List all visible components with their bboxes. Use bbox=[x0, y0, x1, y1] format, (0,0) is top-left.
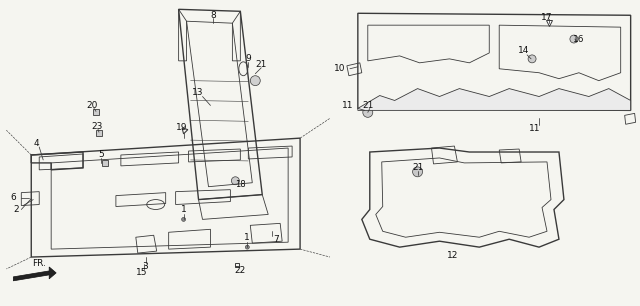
Circle shape bbox=[528, 55, 536, 63]
Text: 10: 10 bbox=[334, 64, 346, 73]
Text: 15: 15 bbox=[136, 268, 148, 278]
Text: 21: 21 bbox=[412, 163, 423, 172]
Text: 21: 21 bbox=[255, 60, 267, 69]
Circle shape bbox=[413, 167, 422, 177]
Text: 11: 11 bbox=[529, 124, 541, 133]
Text: FR.: FR. bbox=[32, 259, 46, 268]
Circle shape bbox=[570, 35, 578, 43]
Text: 1: 1 bbox=[180, 205, 186, 214]
Text: 20: 20 bbox=[86, 101, 98, 110]
Text: 2: 2 bbox=[13, 205, 19, 214]
Text: 13: 13 bbox=[192, 88, 204, 97]
Text: 14: 14 bbox=[518, 47, 530, 55]
Text: 16: 16 bbox=[573, 35, 584, 43]
Text: 8: 8 bbox=[211, 11, 216, 20]
Circle shape bbox=[182, 217, 186, 221]
Circle shape bbox=[250, 76, 260, 86]
Text: 22: 22 bbox=[235, 267, 246, 275]
Text: 4: 4 bbox=[33, 139, 39, 147]
Text: 18: 18 bbox=[235, 180, 246, 189]
Circle shape bbox=[245, 245, 250, 249]
Text: 9: 9 bbox=[245, 54, 251, 63]
Text: 11: 11 bbox=[342, 101, 354, 110]
Polygon shape bbox=[13, 267, 56, 281]
Text: 21: 21 bbox=[362, 101, 374, 110]
Circle shape bbox=[363, 107, 372, 117]
Text: 7: 7 bbox=[273, 235, 279, 244]
Text: 1: 1 bbox=[244, 233, 250, 242]
Polygon shape bbox=[358, 89, 630, 110]
Text: 19: 19 bbox=[176, 123, 188, 132]
Text: 5: 5 bbox=[98, 151, 104, 159]
Circle shape bbox=[232, 177, 239, 185]
Text: 17: 17 bbox=[541, 13, 553, 22]
Text: 6: 6 bbox=[10, 193, 16, 202]
Text: 23: 23 bbox=[92, 122, 102, 131]
Text: 12: 12 bbox=[447, 251, 458, 259]
Text: 3: 3 bbox=[142, 263, 148, 271]
